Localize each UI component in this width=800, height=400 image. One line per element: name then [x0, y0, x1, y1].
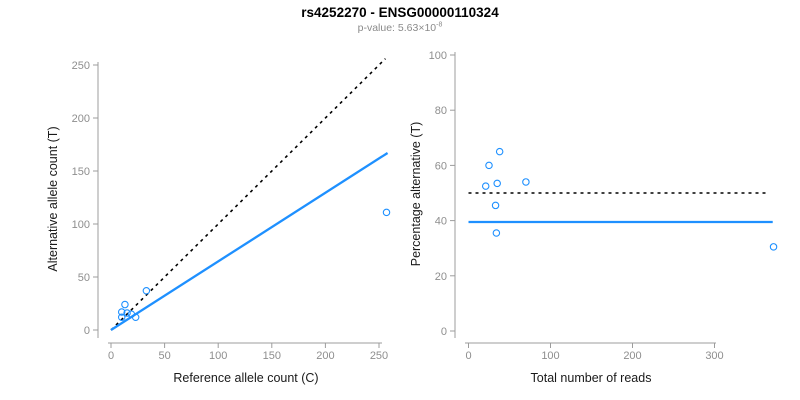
data-point	[491, 201, 500, 210]
y-tick-label: 40	[435, 216, 447, 228]
x-tick-label: 200	[623, 350, 641, 362]
y-tick-label: 100	[72, 219, 90, 231]
x-axis-title: Reference allele count (C)	[173, 371, 318, 385]
x-tick-label: 100	[541, 350, 559, 362]
y-tick-label: 0	[84, 325, 90, 337]
y-tick-label: 80	[435, 105, 447, 117]
data-point	[142, 287, 151, 295]
pvalue-exponent: -8	[436, 21, 443, 29]
x-tick-label: 150	[263, 350, 281, 362]
data-point	[495, 147, 504, 156]
data-point	[123, 309, 131, 317]
data-point	[492, 229, 501, 237]
data-point	[382, 208, 391, 217]
y-tick-label: 250	[72, 60, 90, 72]
plot-allele-counts: 0 50 100 150 200 250 0 50 100 150 200 250 Reference …	[46, 58, 391, 385]
data-point	[131, 313, 140, 322]
y-tick-label: 60	[435, 160, 447, 172]
x-tick-label: 300	[705, 350, 723, 362]
x-tick-label: 250	[370, 350, 388, 362]
data-point	[493, 179, 501, 188]
x-tick-label: 200	[316, 350, 334, 362]
pvalue-label: p-value:	[357, 22, 398, 34]
data-point	[485, 161, 493, 170]
x-tick-label: 50	[158, 350, 170, 362]
y-tick-label: 0	[441, 326, 447, 338]
y-tick-label: 200	[72, 113, 90, 125]
plot-percentage-vs-reads: 0 100 200 300 0 20 40 60 80 100 Total number of re…	[409, 50, 778, 385]
figure-title: rs4252270 - ENSG00000110324	[301, 5, 499, 20]
y-axis-title: Alternative allele count (T)	[46, 126, 60, 271]
data-point	[121, 300, 129, 309]
x-tick-label: 0	[108, 350, 114, 362]
y-tick-label: 150	[72, 166, 90, 178]
y-tick-label: 20	[435, 271, 447, 283]
data-point	[117, 313, 126, 322]
x-axis-title: Total number of reads	[531, 371, 652, 385]
figure-subtitle: p-value: 5.63×10-8	[0, 21, 800, 35]
x-tick-label: 100	[209, 350, 227, 362]
x-tick-label: 0	[465, 350, 471, 362]
identity-line	[110, 58, 386, 331]
y-tick-label: 50	[78, 272, 90, 284]
data-point	[117, 308, 126, 316]
fit-line	[110, 152, 389, 331]
data-point	[769, 243, 778, 251]
data-point	[481, 182, 490, 190]
y-tick-label: 100	[429, 50, 447, 62]
data-point	[522, 178, 530, 186]
pvalue-mantissa: 5.63×10	[397, 22, 437, 34]
y-axis-title: Percentage alternative (T)	[409, 122, 423, 267]
